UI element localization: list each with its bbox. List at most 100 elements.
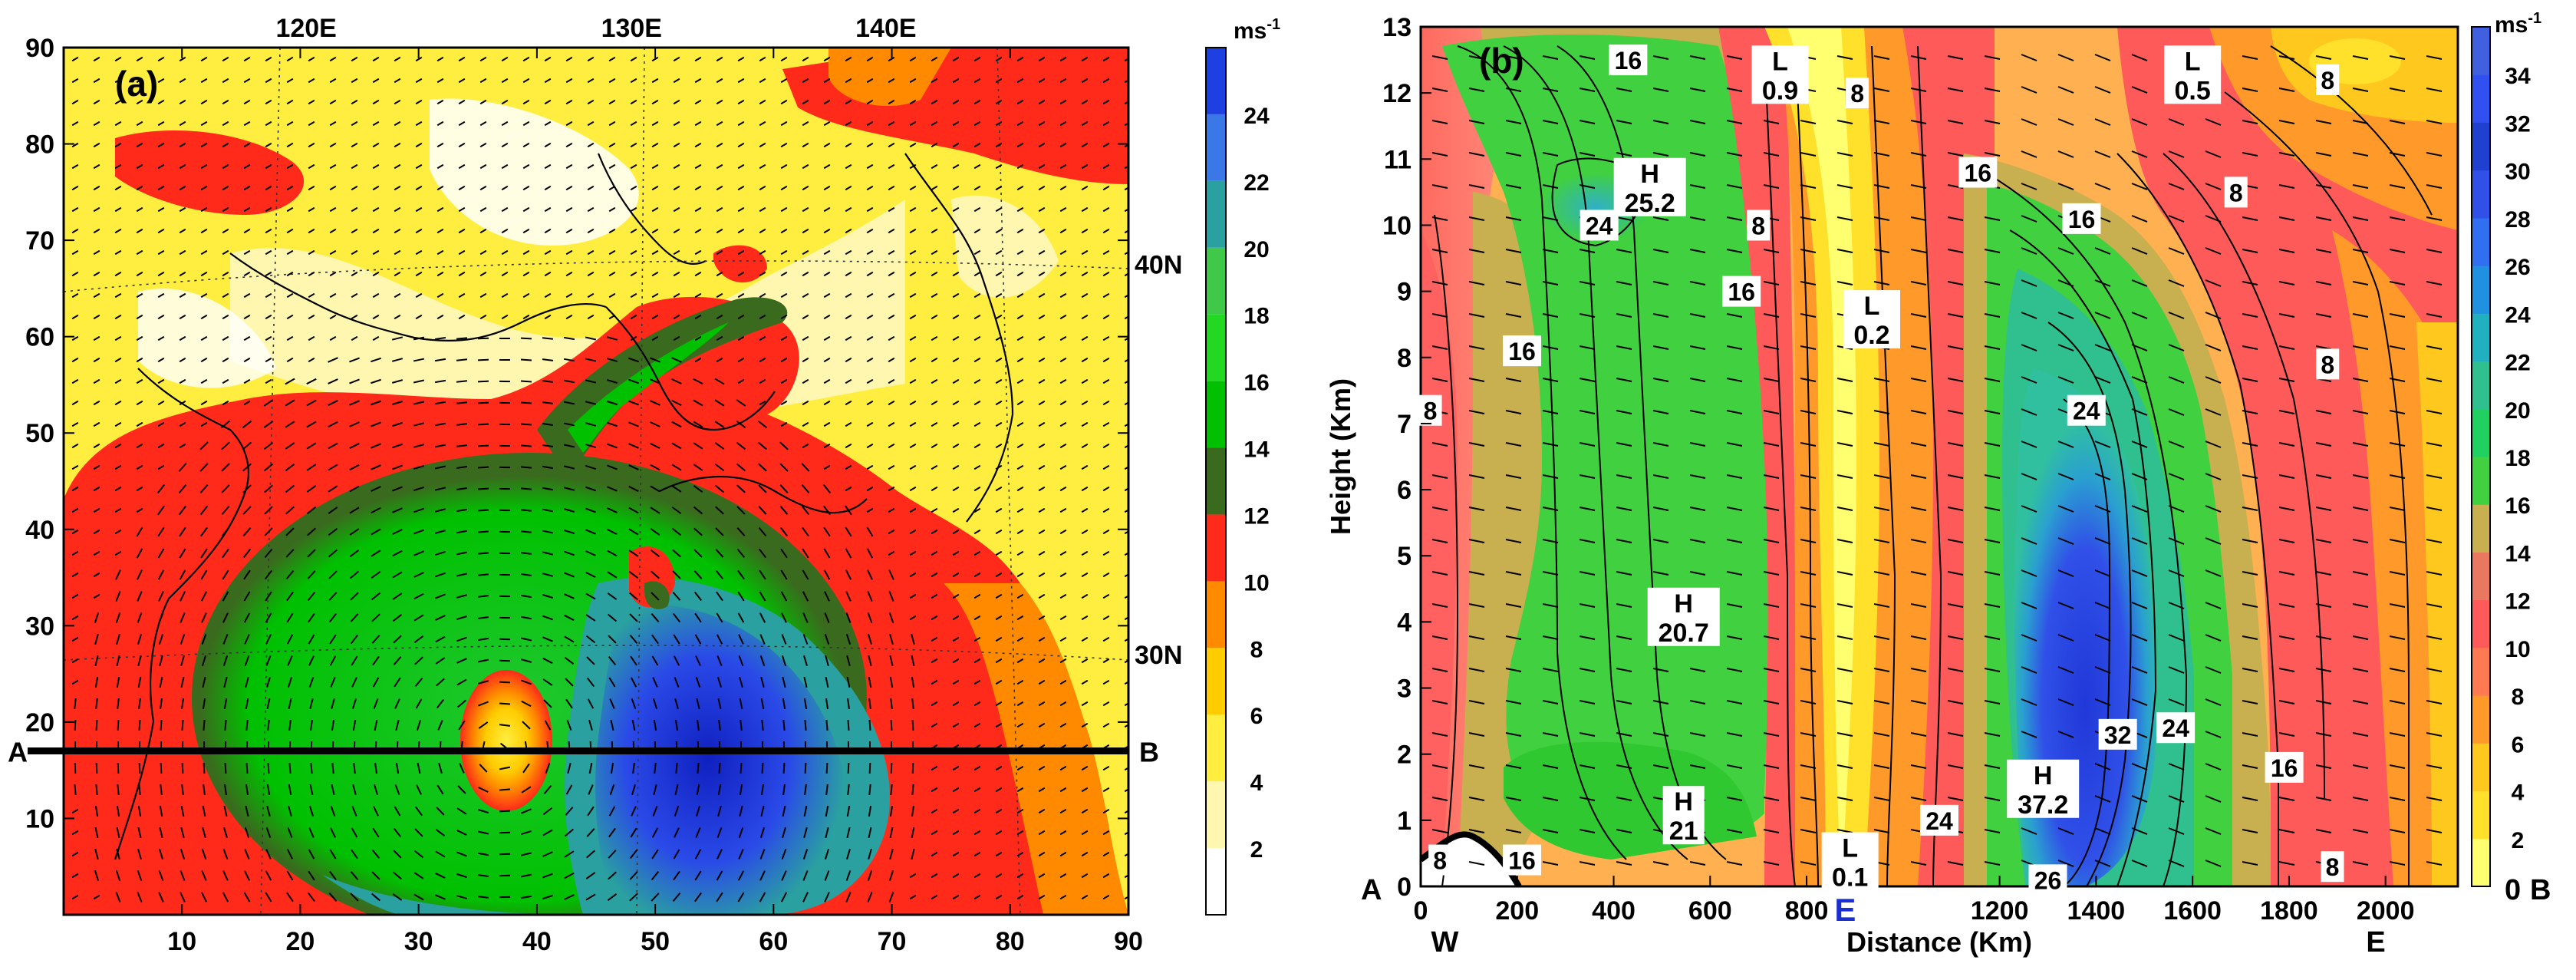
wind-vector bbox=[394, 206, 401, 213]
wind-vector bbox=[780, 591, 788, 602]
wind-vector bbox=[436, 678, 445, 687]
wind-vector bbox=[242, 527, 252, 536]
wind-vector bbox=[911, 676, 915, 688]
extremum-box bbox=[2007, 759, 2080, 818]
wind-vector bbox=[160, 698, 163, 710]
wind-vector bbox=[931, 378, 938, 384]
wind-vector bbox=[373, 806, 379, 817]
colorbar-b-swatch bbox=[2472, 457, 2490, 505]
wind-vector bbox=[1689, 732, 1706, 737]
wind-vector bbox=[2205, 441, 2222, 448]
wind-vector bbox=[1763, 474, 1780, 479]
wind-vector bbox=[1800, 797, 1817, 801]
wind-vector bbox=[911, 784, 914, 796]
wind-vector bbox=[1836, 120, 1853, 124]
wind-vector bbox=[1102, 658, 1110, 664]
wind-vector bbox=[973, 529, 981, 535]
wind-vector bbox=[1081, 873, 1089, 879]
wind-vector bbox=[2242, 345, 2258, 350]
wind-vector bbox=[847, 784, 850, 796]
wind-vector bbox=[1016, 894, 1024, 900]
wind-vector bbox=[2057, 118, 2074, 126]
wind-vector bbox=[1505, 442, 1522, 447]
wind-vector bbox=[2426, 120, 2443, 124]
wind-vector bbox=[543, 784, 552, 795]
wind-vector bbox=[973, 593, 981, 599]
wind-vector bbox=[587, 120, 595, 127]
wind-vector bbox=[351, 120, 358, 127]
wind-vector bbox=[931, 615, 938, 621]
wind-vector bbox=[781, 870, 787, 881]
wind-vector bbox=[544, 271, 552, 277]
wind-vector bbox=[2315, 732, 2332, 737]
colorbar-b-tick-label: 4 bbox=[2512, 780, 2525, 806]
wind-vector bbox=[696, 784, 700, 796]
colorbar-a-swatch bbox=[1206, 180, 1226, 248]
wind-vector bbox=[1431, 249, 1448, 253]
wind-vector bbox=[413, 572, 424, 578]
wind-vector bbox=[737, 569, 745, 580]
contour-label: 16 bbox=[1728, 279, 1755, 306]
wind-vector bbox=[116, 676, 120, 688]
wind-vector bbox=[909, 78, 917, 84]
wind-vector bbox=[288, 805, 292, 817]
wind-vector bbox=[1836, 152, 1853, 157]
wind-vector bbox=[222, 271, 229, 277]
wind-vector bbox=[93, 400, 100, 406]
wind-vector bbox=[631, 806, 637, 817]
wind-vector bbox=[909, 507, 917, 513]
wind-vector bbox=[825, 655, 829, 667]
wind-vector bbox=[1984, 345, 2001, 350]
wind-vector bbox=[1468, 829, 1485, 833]
wind-vector bbox=[265, 892, 272, 902]
wind-vector bbox=[1763, 732, 1780, 737]
wind-vector bbox=[693, 527, 703, 536]
wind-vector bbox=[715, 527, 724, 536]
wind-vector bbox=[1081, 529, 1089, 535]
wind-vector bbox=[995, 873, 1003, 879]
wind-vector bbox=[478, 787, 489, 793]
wind-vector bbox=[2131, 150, 2148, 158]
wind-vector bbox=[353, 762, 356, 774]
wind-vector bbox=[244, 870, 250, 881]
wind-vector bbox=[1542, 216, 1559, 221]
wind-vector bbox=[867, 612, 873, 623]
wind-vector bbox=[1616, 700, 1632, 704]
wind-vector bbox=[351, 142, 358, 148]
wind-vector bbox=[2057, 827, 2074, 835]
wind-vector bbox=[328, 506, 338, 514]
wind-vector bbox=[351, 698, 357, 709]
wind-vector bbox=[1059, 443, 1067, 449]
wind-vector bbox=[2057, 602, 2074, 609]
wind-vector bbox=[1689, 184, 1706, 189]
wind-vector bbox=[1652, 442, 1669, 447]
wind-vector bbox=[1910, 700, 1927, 704]
wind-vector bbox=[544, 120, 552, 127]
wind-vector bbox=[1081, 894, 1089, 900]
wind-vector bbox=[952, 163, 960, 170]
wind-vector bbox=[1910, 506, 1927, 511]
wind-vector bbox=[1652, 700, 1669, 704]
wind-vector bbox=[718, 762, 721, 774]
panel-a-lon-label: 140E bbox=[855, 14, 916, 43]
wind-vector bbox=[2426, 55, 2443, 60]
wind-vector bbox=[911, 848, 915, 860]
wind-vector bbox=[563, 336, 575, 341]
wind-vector bbox=[610, 719, 614, 731]
wind-vector bbox=[244, 634, 250, 645]
wind-vector bbox=[1468, 539, 1485, 543]
wind-vector bbox=[995, 357, 1003, 363]
wind-vector bbox=[136, 548, 143, 559]
wind-vector bbox=[1059, 228, 1067, 234]
wind-vector bbox=[392, 401, 403, 405]
wind-vector bbox=[266, 805, 271, 817]
wind-vector bbox=[392, 592, 403, 600]
wind-vector bbox=[825, 827, 829, 839]
wind-vector bbox=[372, 314, 380, 320]
wind-vector bbox=[2168, 634, 2185, 642]
wind-vector bbox=[651, 592, 660, 601]
wind-vector bbox=[866, 56, 874, 62]
wind-vector bbox=[693, 549, 703, 558]
wind-vector bbox=[458, 78, 466, 84]
wind-vector bbox=[179, 228, 186, 234]
